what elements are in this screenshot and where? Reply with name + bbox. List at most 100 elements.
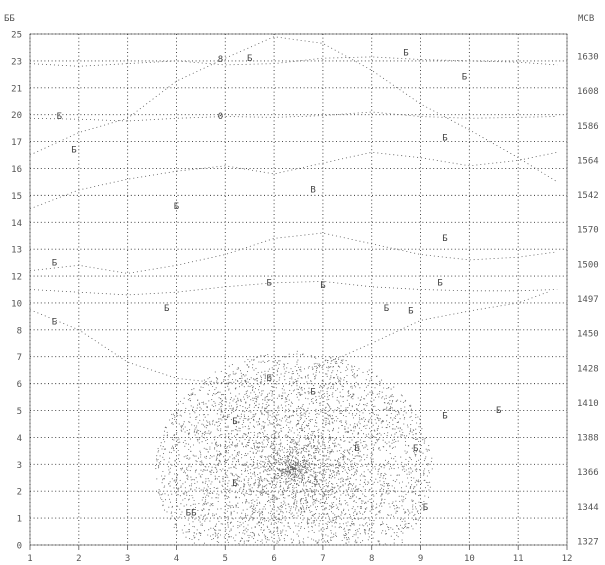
stipple-dot: [294, 494, 296, 496]
stipple-dot: [416, 422, 418, 424]
stipple-dot: [280, 519, 282, 521]
stipple-dot: [222, 480, 224, 482]
stipple-dot: [280, 471, 282, 473]
stipple-dot: [342, 484, 344, 486]
stipple-dot: [252, 399, 254, 402]
stipple-dot: [391, 442, 393, 444]
stipple-dot: [371, 421, 373, 423]
stipple-dot: [420, 474, 422, 476]
stipple-dot: [258, 501, 261, 503]
stipple-dot: [307, 526, 309, 528]
stipple-dot: [282, 512, 284, 514]
stipple-dot: [381, 397, 383, 399]
stipple-dot: [262, 465, 264, 467]
stipple-dot: [245, 490, 247, 492]
stipple-dot: [221, 400, 223, 402]
stipple-dot: [301, 377, 303, 379]
stipple-dot: [261, 406, 263, 408]
stipple-dot: [171, 447, 173, 449]
stipple-dot: [192, 392, 194, 394]
stipple-dot: [254, 467, 256, 469]
stipple-dot: [251, 367, 254, 369]
stipple-dot: [337, 407, 339, 409]
stipple-dot: [296, 533, 298, 535]
stipple-dot: [206, 420, 208, 422]
stipple-dot: [404, 524, 406, 526]
stipple-dot: [266, 493, 269, 495]
stipple-dot: [276, 431, 278, 433]
stipple-dot: [357, 445, 359, 447]
stipple-dot: [214, 478, 216, 480]
stipple-dot: [193, 455, 195, 457]
stipple-dot: [288, 477, 290, 480]
stipple-dot: [367, 533, 369, 535]
stipple-dot: [380, 517, 383, 519]
stipple-dot: [263, 355, 265, 357]
stipple-dot: [277, 423, 279, 425]
stipple-dot: [317, 542, 319, 544]
stipple-dot: [171, 422, 173, 424]
stipple-dot: [392, 400, 394, 402]
stipple-dot: [364, 529, 366, 531]
stipple-dot: [309, 465, 311, 467]
stipple-dot: [330, 377, 332, 379]
stipple-dot: [272, 467, 274, 469]
stipple-dot: [294, 463, 296, 466]
right-tick-label: 1428: [577, 364, 599, 374]
stipple-dot: [362, 513, 364, 515]
stipple-dot: [257, 395, 259, 397]
stipple-dot: [245, 392, 247, 395]
stipple-dot: [188, 432, 190, 434]
stipple-dot: [337, 467, 340, 469]
stipple-dot: [174, 518, 176, 520]
stipple-dot: [268, 455, 270, 457]
stipple-dot: [272, 501, 274, 503]
stipple-dot: [334, 474, 336, 476]
stipple-dot: [309, 441, 311, 443]
stipple-dot: [415, 454, 417, 456]
stipple-dot: [387, 402, 389, 405]
stipple-dot: [292, 439, 294, 441]
stipple-dot: [347, 478, 349, 480]
stipple-dot: [195, 460, 197, 462]
stipple-dot: [273, 436, 276, 438]
stipple-dot: [332, 386, 334, 388]
stipple-dot: [265, 492, 267, 494]
stipple-dot: [344, 431, 346, 433]
stipple-dot: [333, 492, 335, 494]
stipple-dot: [342, 450, 344, 452]
stipple-dot: [303, 464, 305, 466]
stipple-dot: [276, 369, 278, 371]
stipple-dot: [320, 432, 322, 434]
stipple-dot: [227, 459, 229, 461]
stipple-dot: [227, 524, 229, 526]
stipple-dot: [351, 508, 353, 510]
stipple-dot: [262, 493, 264, 495]
stipple-dot: [252, 452, 254, 455]
stipple-dot: [187, 399, 189, 401]
stipple-dot: [294, 497, 296, 499]
stipple-dot: [330, 507, 332, 509]
stipple-dot: [226, 418, 228, 420]
stipple-dot: [287, 460, 289, 462]
stipple-dot: [281, 398, 283, 400]
stipple-dot: [251, 384, 253, 387]
stipple-dot: [358, 452, 360, 454]
stipple-dot: [333, 384, 335, 386]
stipple-dot: [175, 499, 177, 501]
stipple-dot: [260, 521, 263, 524]
stipple-dot: [419, 418, 421, 420]
stipple-dot: [347, 458, 349, 460]
stipple-dot: [262, 489, 265, 491]
stipple-dot: [168, 498, 171, 500]
stipple-dot: [276, 361, 278, 364]
stipple-dot: [271, 497, 273, 499]
stipple-dot: [327, 539, 329, 542]
stipple-dot: [368, 536, 370, 538]
stipple-dot: [299, 481, 301, 483]
stipple-dot: [307, 507, 310, 509]
stipple-dot: [179, 414, 181, 416]
stipple-dot: [218, 408, 220, 410]
stipple-dot: [233, 423, 235, 425]
stipple-dot: [421, 428, 423, 430]
